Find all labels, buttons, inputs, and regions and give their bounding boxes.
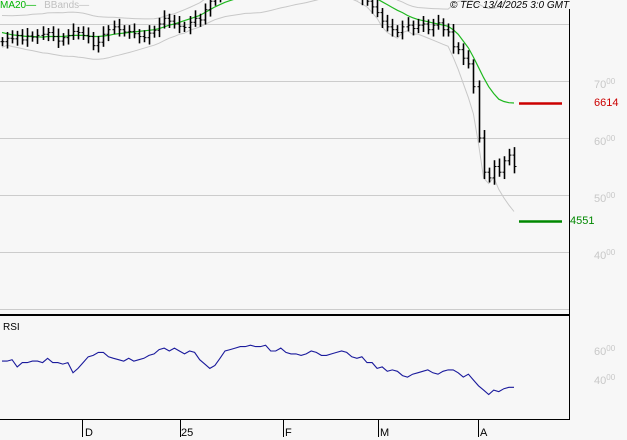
axes-frame xyxy=(0,9,570,437)
price-axis-label-6000: 6000 xyxy=(594,134,616,148)
price-axis-label-7000: 7000 xyxy=(594,77,616,91)
legend-bbands: BBands— xyxy=(44,0,90,11)
price-axis-label-5000: 5000 xyxy=(594,191,616,205)
bollinger-bands xyxy=(1,0,515,212)
x-axis-label-2025: 25 xyxy=(181,427,194,439)
x-axis-label-apr: A xyxy=(480,427,488,439)
x-axis-label-dec: D xyxy=(85,427,93,439)
chart-legend: MA20— BBands— xyxy=(0,0,89,12)
x-axis-label-feb: F xyxy=(285,427,292,439)
rsi-axis-label-60: 6000 xyxy=(594,344,616,358)
price-axis-label-4000: 4000 xyxy=(594,248,616,262)
ma20-line xyxy=(1,0,515,104)
price-bars xyxy=(0,0,517,185)
support-level-label: 4551 xyxy=(570,215,595,227)
copyright-timestamp: © TEC 13/4/2025 3:0 GMT xyxy=(450,0,570,11)
legend-ma20: MA20— xyxy=(0,0,37,11)
rsi-pane-title: RSI xyxy=(3,322,20,333)
rsi-line xyxy=(2,344,514,396)
level-lines xyxy=(519,102,562,223)
price-grid xyxy=(0,24,569,310)
resistance-level-label: 6614 xyxy=(594,97,619,109)
x-axis-label-mar: M xyxy=(380,427,390,439)
rsi-axis-label-40: 4000 xyxy=(594,373,616,387)
